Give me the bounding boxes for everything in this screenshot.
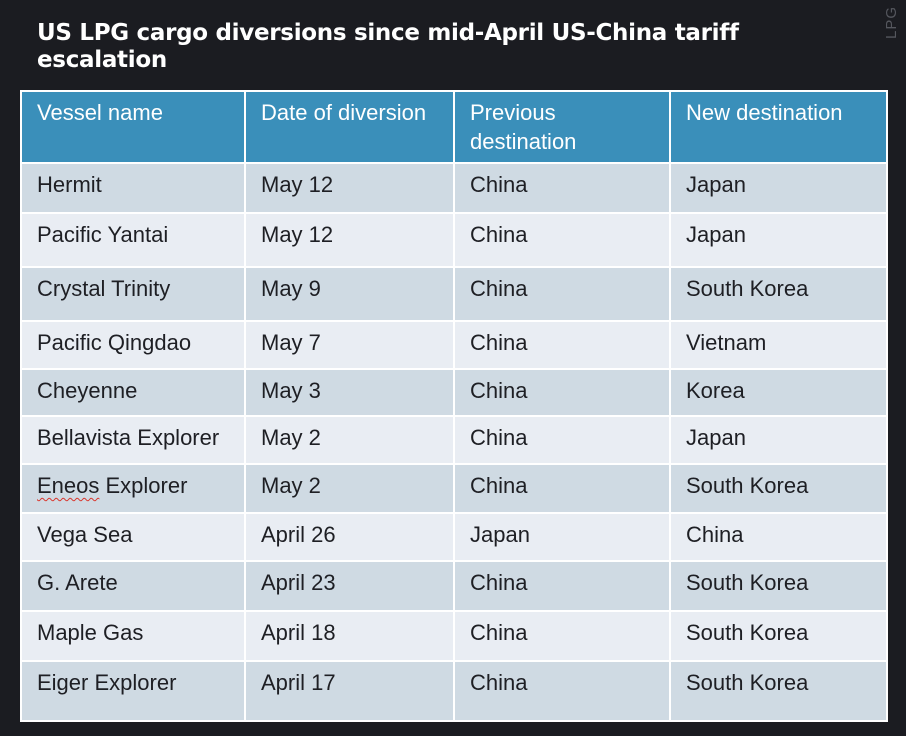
- cell-previous: China: [453, 162, 671, 214]
- cell-previous: China: [453, 610, 671, 662]
- diversions-table: Vessel name Date of diversion Previous d…: [20, 90, 888, 722]
- cell-new: Korea: [669, 368, 888, 417]
- cell-previous: Japan: [453, 512, 671, 562]
- cell-date: May 12: [244, 162, 455, 214]
- table-row: Eneos Explorer May 2 China South Korea: [20, 463, 888, 514]
- cell-date: May 3: [244, 368, 455, 417]
- cell-new: South Korea: [669, 266, 888, 322]
- cell-vessel: Eneos Explorer: [20, 463, 246, 514]
- cell-previous: China: [453, 368, 671, 417]
- table-row: Pacific Qingdao May 7 China Vietnam: [20, 320, 888, 370]
- table-header-row: Vessel name Date of diversion Previous d…: [20, 90, 888, 164]
- header-previous-destination: Previous destination: [453, 90, 671, 164]
- cell-previous: China: [453, 463, 671, 514]
- cell-date: May 2: [244, 415, 455, 465]
- side-tag: LPG: [883, 6, 900, 40]
- cell-vessel: Vega Sea: [20, 512, 246, 562]
- cell-previous: China: [453, 266, 671, 322]
- table-row: Cheyenne May 3 China Korea: [20, 368, 888, 417]
- cell-vessel: Crystal Trinity: [20, 266, 246, 322]
- cell-new: South Korea: [669, 610, 888, 662]
- cell-date: May 12: [244, 212, 455, 268]
- cell-new: South Korea: [669, 560, 888, 612]
- cell-date: April 17: [244, 660, 455, 722]
- table-row: G. Arete April 23 China South Korea: [20, 560, 888, 612]
- cell-new: Japan: [669, 162, 888, 214]
- cell-previous: China: [453, 560, 671, 612]
- cell-vessel: Pacific Yantai: [20, 212, 246, 268]
- cell-vessel: G. Arete: [20, 560, 246, 612]
- diversions-table-container: Vessel name Date of diversion Previous d…: [20, 90, 888, 722]
- cell-date: May 7: [244, 320, 455, 370]
- cell-new: South Korea: [669, 660, 888, 722]
- cell-date: April 26: [244, 512, 455, 562]
- table-row: Maple Gas April 18 China South Korea: [20, 610, 888, 662]
- cell-new: Japan: [669, 415, 888, 465]
- header-vessel-name: Vessel name: [20, 90, 246, 164]
- cell-vessel: Pacific Qingdao: [20, 320, 246, 370]
- cell-vessel: Cheyenne: [20, 368, 246, 417]
- header-new-destination: New destination: [669, 90, 888, 164]
- header-date-of-diversion: Date of diversion: [244, 90, 455, 164]
- cell-date: April 23: [244, 560, 455, 612]
- cell-previous: China: [453, 320, 671, 370]
- cell-date: April 18: [244, 610, 455, 662]
- table-row: Eiger Explorer April 17 China South Kore…: [20, 660, 888, 722]
- cell-date: May 9: [244, 266, 455, 322]
- cell-vessel: Hermit: [20, 162, 246, 214]
- cell-new: South Korea: [669, 463, 888, 514]
- cell-new: Vietnam: [669, 320, 888, 370]
- cell-vessel-rest: Explorer: [99, 473, 188, 498]
- table-title: US LPG cargo diversions since mid-April …: [37, 20, 739, 73]
- cell-date: May 2: [244, 463, 455, 514]
- cell-vessel: Bellavista Explorer: [20, 415, 246, 465]
- table-row: Bellavista Explorer May 2 China Japan: [20, 415, 888, 465]
- table-row: Hermit May 12 China Japan: [20, 162, 888, 214]
- cell-vessel: Eiger Explorer: [20, 660, 246, 722]
- cell-previous: China: [453, 660, 671, 722]
- spellcheck-word: Eneos: [37, 473, 100, 498]
- cell-vessel: Maple Gas: [20, 610, 246, 662]
- cell-new: Japan: [669, 212, 888, 268]
- table-row: Crystal Trinity May 9 China South Korea: [20, 266, 888, 322]
- cell-previous: China: [453, 415, 671, 465]
- cell-new: China: [669, 512, 888, 562]
- cell-previous: China: [453, 212, 671, 268]
- table-row: Pacific Yantai May 12 China Japan: [20, 212, 888, 268]
- table-row: Vega Sea April 26 Japan China: [20, 512, 888, 562]
